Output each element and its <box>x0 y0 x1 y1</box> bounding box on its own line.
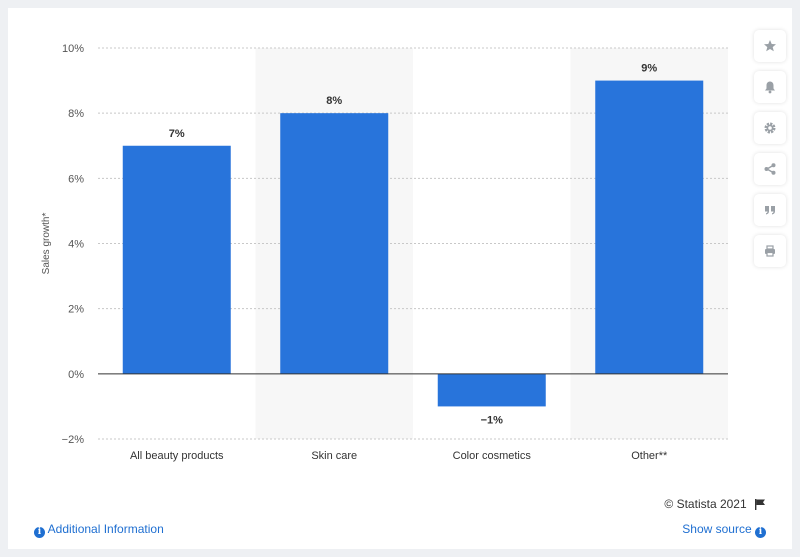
bell-icon <box>765 81 775 94</box>
cite-button[interactable] <box>754 194 786 226</box>
bar <box>595 80 704 374</box>
copyright-notice: © Statista 2021 <box>664 497 766 511</box>
star-icon <box>764 40 776 52</box>
y-tick-label: 2% <box>68 304 84 316</box>
y-tick-label: −2% <box>62 434 85 446</box>
additional-information-label: Additional Information <box>47 522 164 536</box>
additional-information-link[interactable]: i Additional Information <box>34 522 164 538</box>
data-label: 7% <box>169 128 185 140</box>
x-tick-label: Skin care <box>311 450 357 462</box>
show-source-link[interactable]: Show source i <box>682 522 766 538</box>
info-icon: i <box>755 527 766 538</box>
settings-button[interactable] <box>754 112 786 144</box>
info-icon: i <box>34 527 45 538</box>
print-button[interactable] <box>754 235 786 267</box>
data-label: −1% <box>481 414 504 426</box>
bar <box>280 113 389 374</box>
y-tick-label: 8% <box>68 108 84 120</box>
y-tick-label: 10% <box>62 43 84 55</box>
y-axis-label: Sales growth* <box>41 213 52 275</box>
print-icon <box>765 245 775 257</box>
y-tick-label: 0% <box>68 369 84 381</box>
data-label: 9% <box>641 63 657 75</box>
quote-icon <box>765 206 775 215</box>
chart-card: −2% 0% 2% 4% 6% 8% 10% Sales growth* 7% All beaut… <box>8 8 792 549</box>
bar <box>437 373 546 407</box>
chart: −2% 0% 2% 4% 6% 8% 10% Sales growth* 7% All beaut… <box>41 43 728 462</box>
x-tick-label: Color cosmetics <box>453 450 532 462</box>
copyright-text: © Statista 2021 <box>664 497 747 511</box>
gear-icon <box>764 122 776 134</box>
show-source-label: Show source <box>682 522 752 536</box>
favorite-button[interactable] <box>754 30 786 62</box>
x-tick-label: All beauty products <box>130 450 224 462</box>
share-button[interactable] <box>754 153 786 185</box>
notification-button[interactable] <box>754 71 786 103</box>
data-label: 8% <box>326 95 342 107</box>
x-tick-label: Other** <box>631 450 668 462</box>
flag-icon[interactable] <box>754 498 766 510</box>
y-tick-label: 6% <box>68 173 84 185</box>
y-tick-label: 4% <box>68 239 84 251</box>
bar <box>122 145 231 374</box>
share-icon <box>764 163 776 175</box>
